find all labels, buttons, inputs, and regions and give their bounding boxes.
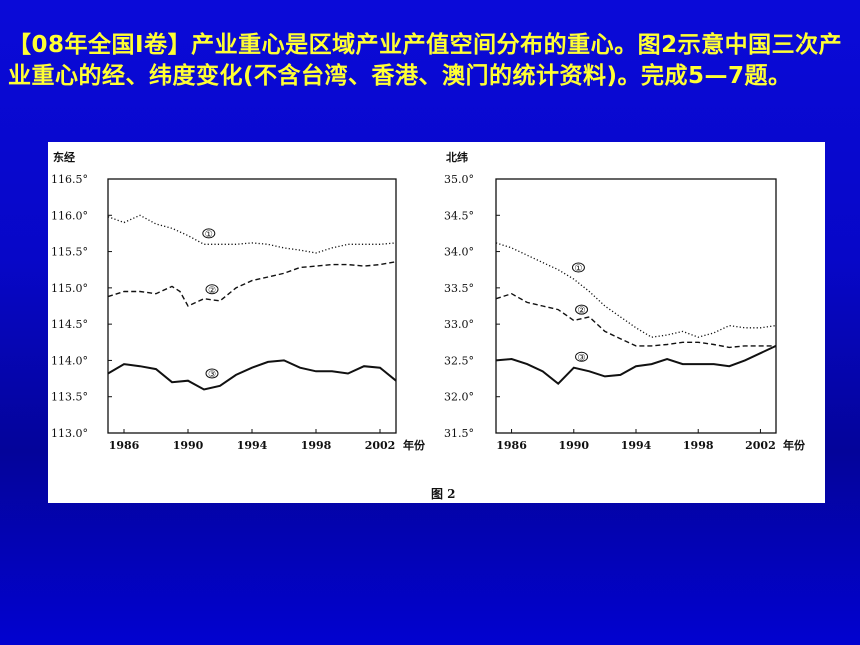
y-tick-label: 31.5° — [444, 427, 474, 440]
series-label-marker — [202, 228, 216, 239]
series-label: ① — [205, 230, 213, 240]
x-tick-label: 1986 — [496, 439, 527, 452]
y-tick-label: 116.5° — [51, 173, 88, 186]
y-tick-label: 114.5° — [51, 318, 88, 331]
series-label-marker — [205, 284, 219, 295]
y-tick-label: 34.5° — [444, 209, 474, 222]
series-label-marker — [575, 351, 589, 362]
y-tick-label: 114.0° — [51, 354, 88, 367]
figure-caption: 图 2 — [431, 487, 456, 501]
series-label: ③ — [578, 353, 586, 363]
y-tick-label: 113.5° — [51, 391, 88, 404]
y-tick-label: 35.0° — [444, 173, 474, 186]
chart-latitude: 北纬 31.5° 32.0° 32.5° 33.0° 33.5° 34.0° 34.5° 35.… — [444, 150, 806, 452]
chart-longitude: 东经 113.0° 113.5° 114.0° 114.5° 115.0° 115.5° 11… — [51, 150, 426, 452]
series-label: ③ — [208, 370, 216, 380]
x-tick-label: 1986 — [109, 439, 140, 452]
series-line — [107, 359, 397, 391]
y-tick-label: 33.5° — [444, 282, 474, 295]
x-tick-label: 2002 — [365, 439, 396, 452]
question-text: 【08年全国Ⅰ卷】产业重心是区域产业产值空间分布的重心。图2示意中国三次产业重心… — [8, 32, 843, 89]
x-tick-label: 1998 — [683, 439, 714, 452]
series-line — [107, 261, 397, 307]
x-tick-label: 2002 — [745, 439, 776, 452]
x-tick-label: 1994 — [237, 439, 268, 452]
y-tick-label: 33.0° — [444, 318, 474, 331]
plot-frame — [495, 178, 777, 434]
x-axis-title: 年份 — [403, 438, 426, 452]
series-line — [495, 344, 777, 386]
x-tick-label: 1990 — [558, 439, 589, 452]
series-line — [495, 242, 777, 338]
series-label: ① — [574, 264, 582, 274]
x-axis-title: 年份 — [783, 438, 806, 452]
series-label-marker — [205, 368, 219, 379]
series-label-marker — [575, 304, 589, 315]
plot-frame — [107, 178, 397, 434]
series-line — [107, 214, 397, 254]
series-label-marker — [571, 262, 585, 273]
series-line — [495, 292, 776, 349]
y-tick-label: 116.0° — [51, 209, 88, 222]
y-tick-label: 113.0° — [51, 427, 88, 440]
series-label: ② — [208, 286, 216, 296]
x-tick-label: 1998 — [301, 439, 332, 452]
x-tick-label: 1994 — [621, 439, 652, 452]
y-tick-label: 34.0° — [444, 246, 474, 259]
series-label: ② — [578, 306, 586, 316]
x-tick-label: 1990 — [173, 439, 204, 452]
figure-svg: 东经 113.0° 113.5° 114.0° 114.5° 115.0° 115.5° 11… — [51, 150, 806, 501]
figure-panel: 东经 113.0° 113.5° 114.0° 114.5° 115.0° 115.5° 11… — [48, 142, 825, 503]
y-tick-label: 32.0° — [444, 391, 474, 404]
y-tick-label: 32.5° — [444, 354, 474, 367]
y-tick-label: 115.0° — [51, 282, 88, 295]
y-tick-label: 115.5° — [51, 246, 88, 259]
y-axis-title: 北纬 — [446, 150, 468, 164]
y-axis-title: 东经 — [53, 150, 75, 164]
